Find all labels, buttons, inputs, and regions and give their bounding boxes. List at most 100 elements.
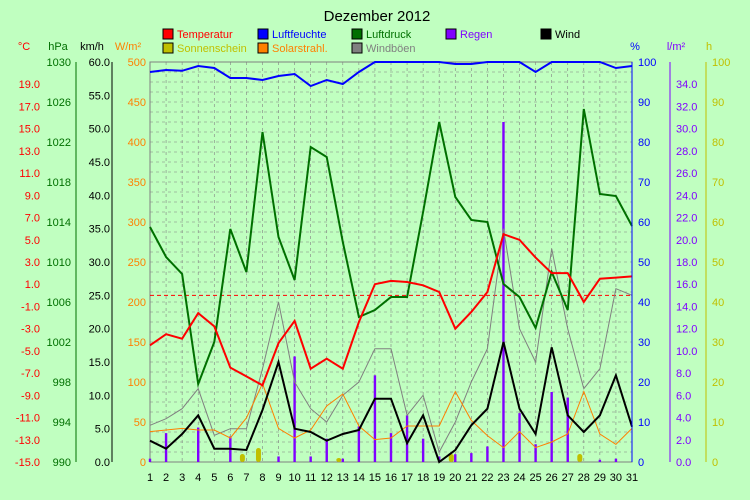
axis-tick-label: 100 <box>712 57 730 69</box>
x-tick-label: 28 <box>578 472 590 484</box>
legend-swatch <box>162 42 174 54</box>
axis-tick-label: 35.0 <box>89 224 110 236</box>
axis-tick-label: 0 <box>712 457 718 469</box>
axis-tick-label: 18.0 <box>676 257 697 269</box>
rain-bar <box>293 356 296 462</box>
axis-tick-label: 20 <box>638 377 650 389</box>
rain-bar <box>566 397 569 462</box>
legend-swatch <box>257 42 269 54</box>
legend-label: Solarstrahl. <box>272 43 328 55</box>
x-tick-label: 1 <box>147 472 153 484</box>
axis-tick-label: 10.0 <box>89 390 110 402</box>
x-tick-labels: 1 2 3 4 5 6 7 8 9 10 11 12 13 14 15 16 17 18 19 20 21 22 23 24 2… <box>147 472 638 484</box>
legend: Temperatur Luftfeuchte Luftdruck Regen Wind S… <box>162 28 580 55</box>
axis-unit-label: °C <box>18 41 30 53</box>
x-tick-label: 22 <box>481 472 493 484</box>
sunshine-bar <box>255 448 261 462</box>
x-tick-label: 24 <box>513 472 525 484</box>
rain-bar <box>502 122 505 462</box>
rain-bar <box>598 459 602 462</box>
axis-tick-label: 45.0 <box>89 157 110 169</box>
x-tick-label: 17 <box>401 472 413 484</box>
axis-tick-label: 14.0 <box>676 301 697 313</box>
axis-tick-label: 15.0 <box>19 124 40 136</box>
x-tick-label: 11 <box>305 472 316 484</box>
axis-unit-label: l/m² <box>667 41 686 53</box>
legend-label: Temperatur <box>177 29 233 41</box>
legend-label: Sonnenschein <box>177 43 247 55</box>
x-tick-label: 31 <box>626 472 638 484</box>
axis-unit-label: km/h <box>80 41 104 53</box>
legend-label: Wind <box>555 29 580 41</box>
rain-bar <box>405 415 409 462</box>
legend-label: Windböen <box>366 43 416 55</box>
axis-tick-label: 10 <box>638 417 650 429</box>
x-tick-label: 15 <box>369 472 381 484</box>
axis-tick-label: 0 <box>638 457 644 469</box>
axis-tick-label: 3.0 <box>25 257 40 269</box>
rain-bar <box>197 427 200 462</box>
axis-tick-label: 80 <box>712 137 724 149</box>
axis-tick-label: 20.0 <box>89 324 110 336</box>
axis-tick-label: 40 <box>638 297 650 309</box>
axis-tick-label: 55.0 <box>89 90 110 102</box>
axis-tick-label: 10.0 <box>676 346 697 358</box>
axis-tick-label: 6.0 <box>676 390 691 402</box>
axis-tick-label: 350 <box>128 177 146 189</box>
axis-tick-label: 25.0 <box>89 290 110 302</box>
x-tick-label: 23 <box>497 472 509 484</box>
axis-tick-label: 5.0 <box>25 235 40 247</box>
axis-tick-label: 60 <box>712 217 724 229</box>
x-tick-label: 20 <box>449 472 461 484</box>
rain-bar <box>470 453 473 462</box>
axis-tick-label: 24.0 <box>676 190 697 202</box>
x-tick-label: 9 <box>275 472 281 484</box>
axis-tick-label: 9.0 <box>25 190 40 202</box>
axis-tick-label: 0 <box>140 457 146 469</box>
x-tick-label: 29 <box>594 472 606 484</box>
axis-tick-label: 19.0 <box>19 79 40 91</box>
legend-swatch <box>351 28 363 40</box>
axis-tick-label: -9.0 <box>21 390 40 402</box>
axis-tick-label: 16.0 <box>676 279 697 291</box>
legend-swatch <box>445 28 457 40</box>
axis-tick-label: 32.0 <box>676 101 697 113</box>
axis-tick-label: 10 <box>712 417 724 429</box>
axis-unit-label: hPa <box>48 41 68 53</box>
axis-tick-label: 60 <box>638 217 650 229</box>
axis-tick-label: 11.0 <box>19 168 40 180</box>
rain-bar <box>325 438 328 462</box>
axis-unit-label: h <box>706 41 712 53</box>
rain-bar <box>534 444 537 462</box>
axis-tick-label: 28.0 <box>676 146 697 158</box>
axis-tick-label: -15.0 <box>15 457 40 469</box>
x-tick-label: 27 <box>562 472 574 484</box>
axis-tick-label: 1002 <box>47 337 71 349</box>
axis-tick-label: 990 <box>53 457 71 469</box>
axis-tick-label: 22.0 <box>676 213 697 225</box>
rain-bar <box>550 392 553 462</box>
axis-tick-label: 8.0 <box>676 368 691 380</box>
series-line-luftfeuchte <box>149 61 633 88</box>
rain-bar <box>341 458 344 462</box>
axis-tick-label: 500 <box>128 57 146 69</box>
axis-tick-label: 70 <box>712 177 724 189</box>
x-tick-label: 5 <box>211 472 217 484</box>
rain-bar <box>454 454 457 462</box>
rain-bar <box>389 433 393 462</box>
series-lines <box>149 61 633 464</box>
x-tick-label: 10 <box>288 472 300 484</box>
axis-tick-label: -1.0 <box>21 301 40 313</box>
axis-tick-label: 1022 <box>47 137 71 149</box>
axis-tick-label: 15.0 <box>89 357 110 369</box>
x-tick-label: 8 <box>259 472 265 484</box>
x-tick-label: 26 <box>546 472 558 484</box>
rain-bar <box>486 446 489 462</box>
x-tick-label: 25 <box>529 472 541 484</box>
series-line-windb-en <box>149 228 633 454</box>
axis-tick-label: 30 <box>712 337 724 349</box>
x-tick-label: 30 <box>610 472 622 484</box>
axis-tick-label: -3.0 <box>21 324 40 336</box>
x-tick-label: 21 <box>465 472 477 484</box>
axis-tick-label: -11.0 <box>16 413 40 425</box>
